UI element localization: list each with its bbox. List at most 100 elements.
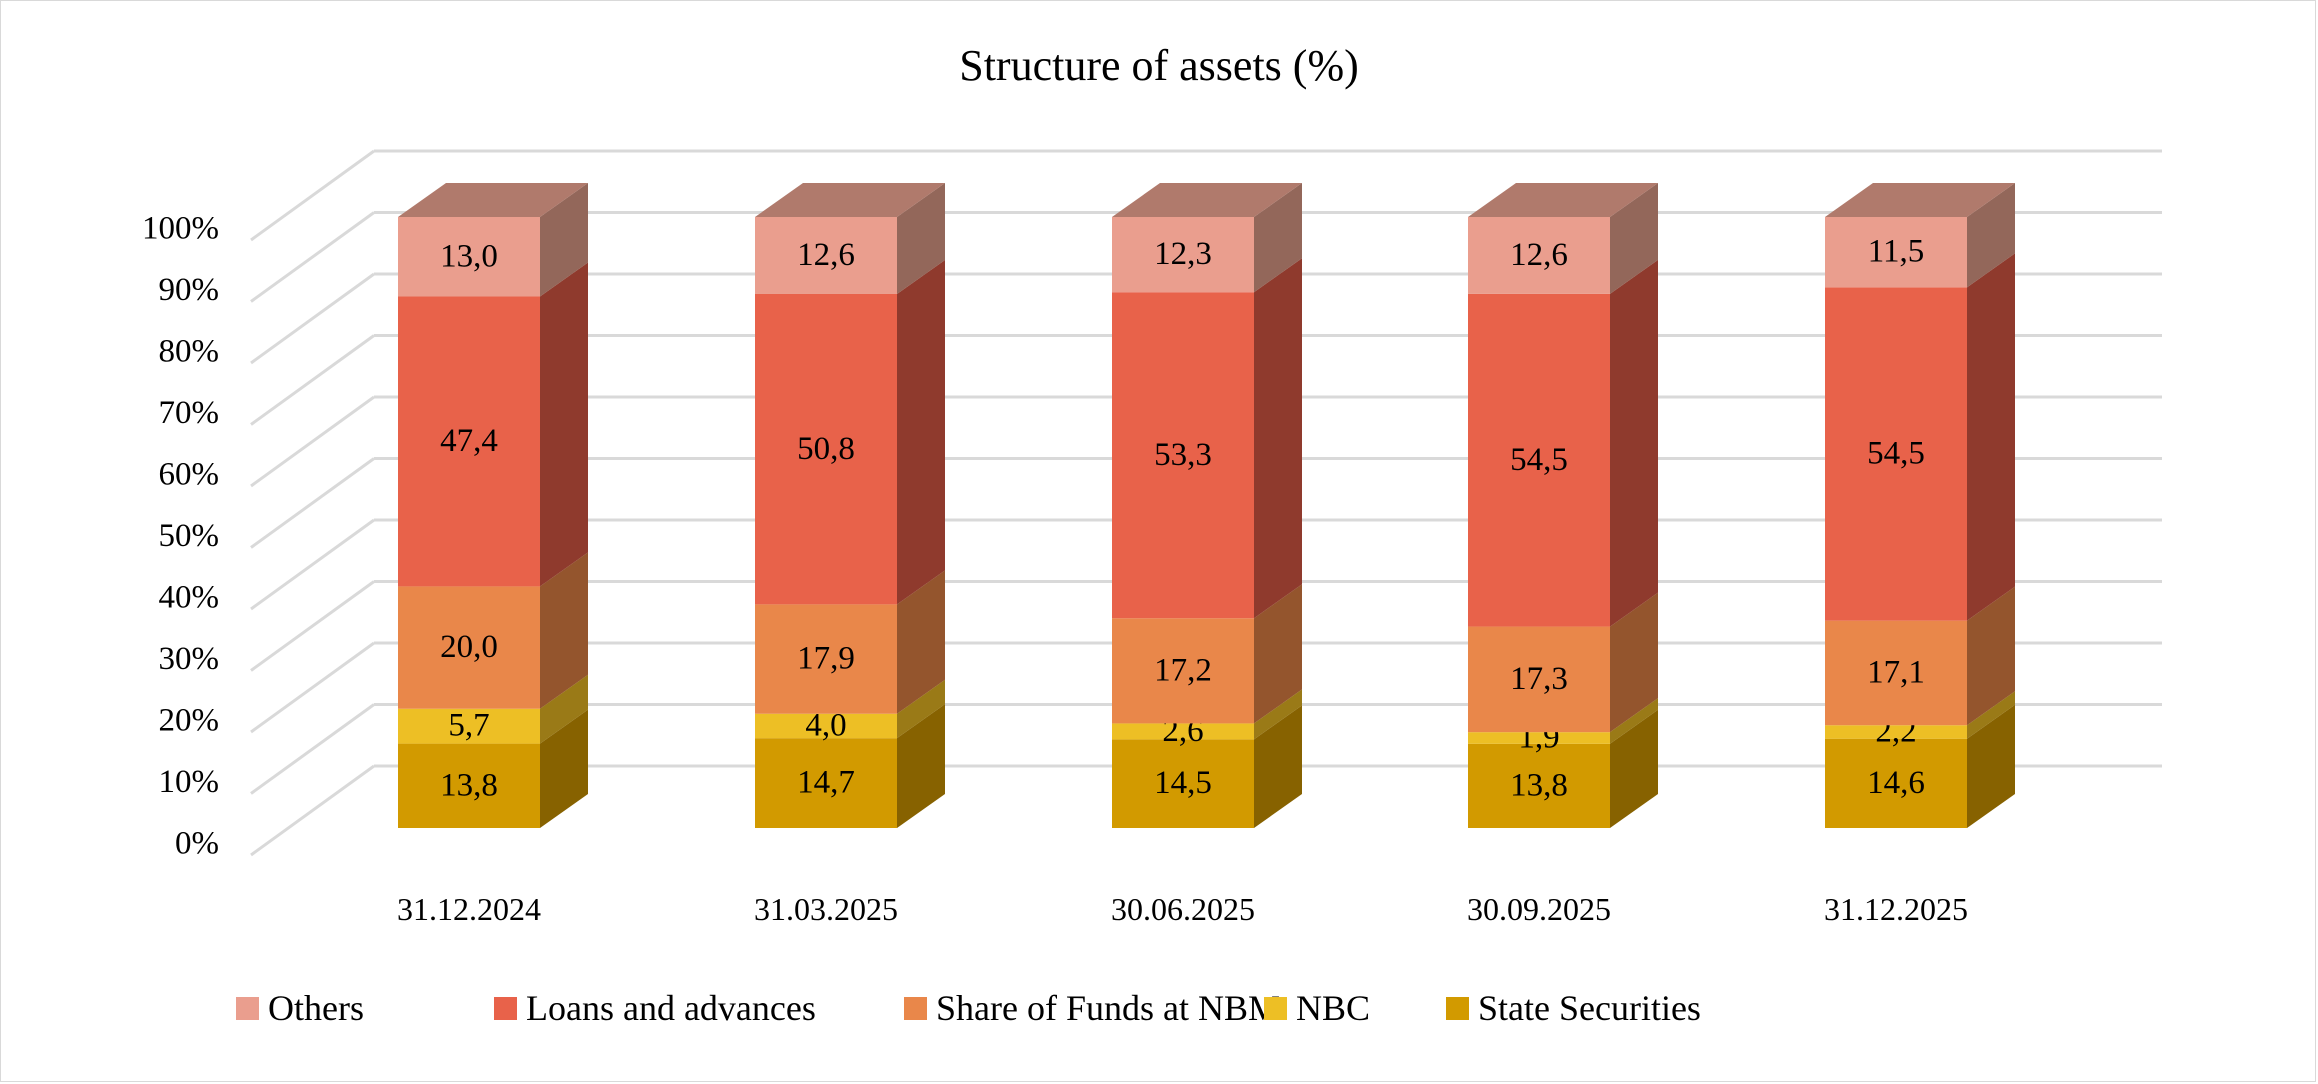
bar-segment-front: [1825, 738, 1967, 828]
data-label: 14,7: [797, 765, 855, 801]
bar-segment-front: [398, 217, 540, 297]
bar-top: [1468, 183, 1658, 217]
data-label: 12,3: [1154, 236, 1212, 272]
y-tick-label: 0%: [175, 826, 219, 862]
bar-segment-front: [755, 604, 897, 714]
data-label: 5,7: [448, 708, 489, 744]
bar-segment-side: [1967, 183, 2015, 288]
legend-item: NBC: [1264, 988, 1370, 1028]
data-label: 17,9: [797, 641, 855, 677]
gridline-floor: [250, 395, 375, 488]
gridline-floor: [250, 518, 375, 611]
bars: 13,85,720,047,413,014,74,017,950,812,614…: [398, 183, 2015, 828]
data-label: 13,8: [440, 767, 498, 803]
bar-segment-front: [1112, 292, 1254, 619]
bar-segment-side: [1254, 689, 1302, 740]
legend-label: Loans and advances: [526, 988, 816, 1028]
legend-swatch: [1264, 997, 1287, 1020]
data-label: 12,6: [1510, 237, 1568, 273]
gridline-floor: [250, 764, 375, 857]
data-label: 17,1: [1867, 655, 1925, 691]
bar-segment-side: [540, 709, 588, 828]
bar-segment-front: [398, 743, 540, 828]
bar-segment-front: [1468, 293, 1610, 627]
bar-segment-side: [1967, 586, 2015, 726]
gridline-floor: [250, 703, 375, 795]
data-label: 17,3: [1510, 661, 1568, 697]
bar-segment-side: [1967, 253, 2015, 621]
bar-segment-side: [1610, 698, 1658, 744]
data-label: 13,0: [440, 238, 498, 274]
y-tick-label: 50%: [159, 518, 220, 554]
bar-segment-side: [897, 570, 945, 714]
x-tick-label: 30.06.2025: [1111, 891, 1255, 927]
bar-stack: 14,74,017,950,812,6: [755, 183, 945, 828]
gridline-floor: [250, 272, 375, 365]
x-tick-label: 31.12.2024: [397, 891, 541, 927]
bar-segment-side: [1254, 258, 1302, 619]
bar-segment-side: [1967, 704, 2015, 828]
bar-top: [1112, 183, 1302, 217]
bar-segment-side: [540, 552, 588, 709]
data-label: 11,5: [1868, 234, 1925, 270]
bar-segment-front: [1112, 723, 1254, 740]
bar-segment-front: [398, 586, 540, 709]
y-axis: 0% 10% 20% 30% 40% 50% 60% 70% 80% 90% 100%: [142, 211, 219, 862]
bar-segment-side: [1254, 584, 1302, 724]
legend-swatch: [494, 997, 517, 1020]
bar-segment-front: [1468, 626, 1610, 733]
bar-segment-front: [398, 708, 540, 744]
y-tick-label: 70%: [159, 395, 220, 431]
bar-segment-front: [398, 296, 540, 587]
legend-swatch: [1446, 997, 1469, 1020]
data-label: 14,5: [1154, 765, 1212, 801]
legend-swatch: [904, 997, 927, 1020]
bar-segment-front: [755, 738, 897, 828]
x-tick-label: 30.09.2025: [1467, 891, 1611, 927]
bar-segment-front: [755, 293, 897, 605]
bar-segment-front: [755, 713, 897, 739]
bar-stack: 13,8 5,7 20,0 47,4 13,0: [398, 183, 588, 828]
y-tick-label: 80%: [159, 334, 220, 370]
bar-segment-side: [1610, 709, 1658, 828]
bar-stack: 14,52,617,253,312,3: [1112, 183, 1302, 828]
bar-segment-front: [1825, 725, 1967, 739]
bar-segment-front: [1112, 217, 1254, 293]
bar-top: [755, 183, 945, 217]
x-axis: 31.12.2024 31.03.2025 30.06.2025 30.09.2025…: [397, 891, 1968, 927]
bar-segment-side: [897, 259, 945, 605]
bar-segment-side: [897, 679, 945, 739]
bar-segment-front: [1112, 618, 1254, 724]
gridline-floor: [250, 149, 375, 242]
bar-segment-side: [1610, 592, 1658, 733]
data-label: 47,4: [440, 423, 498, 459]
legend-label: State Securities: [1478, 988, 1701, 1028]
data-label: 53,3: [1154, 437, 1212, 473]
bar-segment-front: [1825, 287, 1967, 621]
legend-item: Loans and advances: [494, 988, 816, 1028]
x-tick-label: 31.12.2025: [1824, 891, 1968, 927]
gridline-floor: [250, 641, 375, 734]
legend-item: Share of Funds at NBM: [904, 988, 1280, 1028]
legend-label: NBC: [1296, 988, 1370, 1028]
bar-segment-side: [897, 704, 945, 828]
bar-segment-front: [1468, 217, 1610, 294]
bar-top: [398, 183, 588, 217]
bar-segment-side: [1610, 259, 1658, 627]
gridline-floor: [250, 211, 375, 303]
bar-segment-front: [1825, 620, 1967, 726]
data-label: 50,8: [797, 431, 855, 467]
y-tick-label: 20%: [159, 703, 220, 739]
bar-segment-front: [1468, 732, 1610, 744]
bar-segment-side: [540, 183, 588, 297]
bar-segment-side: [1254, 183, 1302, 293]
chart-title: Structure of assets (%): [959, 41, 1359, 90]
y-tick-label: 60%: [159, 457, 220, 493]
bar-segment-side: [897, 183, 945, 294]
data-label: 13,8: [1510, 767, 1568, 803]
bar-segment-front: [755, 217, 897, 294]
legend-item: Others: [236, 988, 364, 1028]
data-label: 17,2: [1154, 652, 1212, 688]
